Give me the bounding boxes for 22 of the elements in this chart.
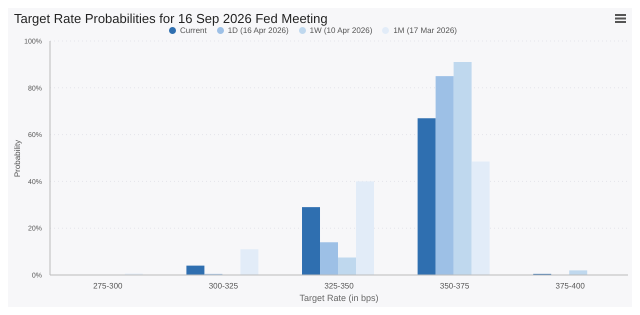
x-tick-label: 300-325 <box>208 282 239 291</box>
bar <box>436 76 454 275</box>
bar <box>240 249 258 275</box>
bar <box>356 181 374 275</box>
bar <box>320 242 338 275</box>
bar <box>472 162 490 275</box>
legend-label: 1D (16 Apr 2026) <box>228 26 289 35</box>
bar <box>418 118 436 275</box>
x-tick-label: 275-300 <box>93 282 124 291</box>
y-axis-title: Probability <box>14 139 23 177</box>
bar <box>302 207 320 275</box>
bar <box>454 62 472 275</box>
bar <box>186 266 204 275</box>
legend-label: Current <box>180 26 207 35</box>
chart-title: Target Rate Probabilities for 16 Sep 2026 Fed Meeting <box>14 11 328 26</box>
x-tick-label: 350-375 <box>440 282 470 291</box>
x-tick-label: 325-350 <box>324 282 354 291</box>
legend-label: 1M (17 Mar 2026) <box>393 26 457 35</box>
bar <box>338 257 356 275</box>
legend-label: 1W (10 Apr 2026) <box>310 26 372 35</box>
x-axis-title: Target Rate (in bps) <box>299 293 379 303</box>
x-tick-label: 375-400 <box>556 282 586 291</box>
